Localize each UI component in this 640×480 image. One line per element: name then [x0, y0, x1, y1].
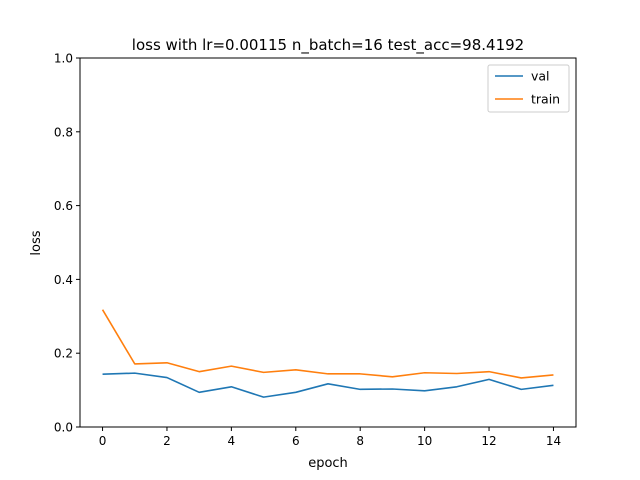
x-tick-label: 8: [356, 434, 364, 448]
series-line-train: [101, 309, 554, 379]
y-tick-label: 0.0: [54, 421, 73, 435]
series-line-val: [102, 372, 554, 398]
plot-area: [80, 58, 576, 427]
x-tick-label: 4: [228, 434, 236, 448]
x-axis-ticks: 0 2 4 6 8 10 12 14: [99, 427, 561, 448]
series-lines: [101, 309, 554, 398]
y-tick-label: 0.2: [54, 347, 73, 361]
plot-frame: [79, 57, 577, 428]
y-tick-label: 0.8: [54, 125, 73, 139]
x-tick-label: 0: [99, 434, 107, 448]
y-tick-label: 0.6: [54, 199, 73, 213]
x-axis-label: epoch: [308, 456, 348, 471]
x-tick-label: 14: [546, 434, 561, 448]
x-tick-label: 10: [417, 434, 432, 448]
y-axis-label: loss: [29, 230, 44, 255]
x-tick-label: 2: [163, 434, 171, 448]
y-tick-label: 1.0: [54, 52, 73, 66]
legend-label-train: train: [531, 92, 560, 107]
legend: val train: [487, 64, 570, 113]
y-tick-label: 0.4: [54, 273, 73, 287]
x-tick-label: 12: [481, 434, 496, 448]
y-axis-ticks: 0.0 0.2 0.4 0.6 0.8 1.0: [54, 52, 80, 435]
chart-title: loss with lr=0.00115 n_batch=16 test_acc…: [132, 36, 524, 55]
x-tick-label: 6: [292, 434, 300, 448]
legend-label-val: val: [531, 69, 550, 84]
